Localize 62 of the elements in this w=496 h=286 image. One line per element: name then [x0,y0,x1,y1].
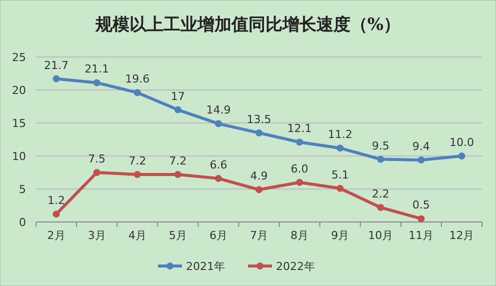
data-label: 4.9 [250,170,268,183]
point [134,170,141,178]
legend-label: 2022年 [276,260,315,273]
x-tick-label: 5月 [168,229,187,242]
data-label: 6.6 [210,158,228,172]
data-label: 19.6 [125,72,150,86]
point [418,215,425,222]
point [52,210,60,218]
data-label: 1.2 [48,194,66,208]
x-tick-label: 4月 [128,229,146,242]
point [296,138,304,146]
data-label: 9.5 [372,139,390,152]
point [52,75,60,82]
data-label: 7.2 [128,154,146,168]
x-tick-label: 9月 [331,229,350,242]
y-tick-label: 0 [19,216,26,229]
y-tick-label: 20 [12,84,26,97]
point [336,184,344,192]
point [336,144,344,152]
data-label: 2.2 [372,187,390,200]
data-label: 6.0 [290,162,308,176]
data-label: 12.1 [287,122,312,136]
point [256,129,262,136]
data-label: 21.1 [84,62,110,76]
data-label: 5.1 [331,168,349,182]
x-tick-label: 6月 [209,229,228,242]
point [93,79,100,86]
point [134,89,141,96]
point [174,170,182,178]
data-label: 13.5 [246,112,272,126]
point [93,169,100,176]
y-tick-label: 25 [12,51,26,64]
point [214,174,222,182]
point [377,156,384,163]
x-tick-label: 7月 [250,229,268,242]
data-label: 9.4 [412,140,430,153]
point [296,178,304,186]
data-label: 21.7 [44,58,69,72]
data-label: 0.5 [412,198,430,212]
x-tick-label: 2月 [47,229,66,242]
x-tick-label: 8月 [290,229,309,242]
data-label: 17 [170,90,185,103]
point [256,186,262,194]
point [174,106,182,114]
x-tick-label: 12月 [449,229,474,242]
data-label: 10.0 [449,136,474,149]
legend-label: 2021年 [186,260,225,273]
y-tick-label: 15 [12,117,26,130]
y-tick-label: 5 [19,183,26,196]
point [214,120,222,128]
point [418,156,425,164]
x-tick-label: 10月 [368,229,394,242]
x-tick-label: 3月 [88,229,106,242]
x-tick-label: 11月 [408,229,434,242]
point [377,204,384,211]
chart-title: 规模以上工业增加值同比增长速度（%） [94,15,401,35]
data-label: 7.5 [88,152,106,166]
point [458,152,466,160]
data-label: 11.2 [328,128,352,142]
data-label: 14.9 [206,104,231,117]
data-label: 7.2 [169,154,187,168]
y-tick-label: 10 [12,150,26,163]
